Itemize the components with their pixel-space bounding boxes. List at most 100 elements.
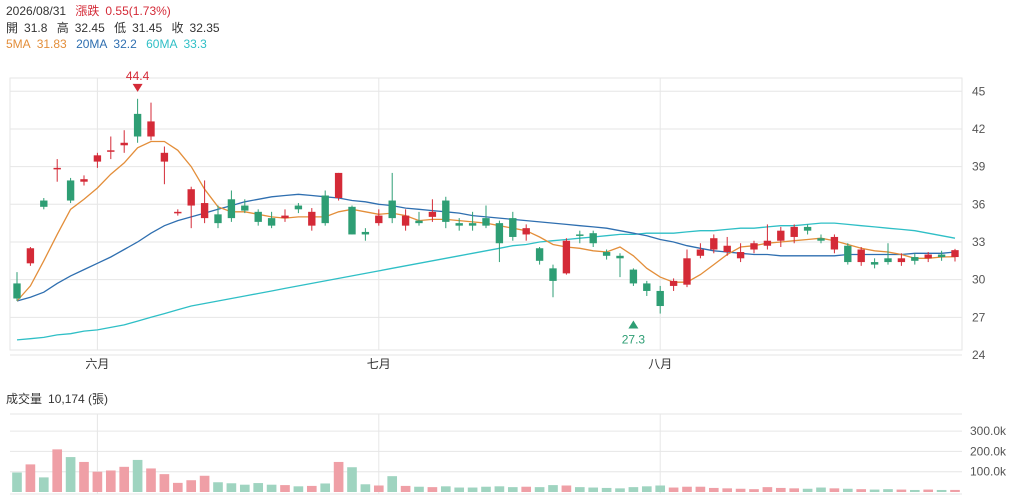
candle[interactable]: [643, 280, 651, 296]
volume-bar[interactable]: [213, 482, 223, 492]
volume-bar[interactable]: [347, 467, 357, 492]
candle[interactable]: [844, 243, 852, 265]
volume-bar[interactable]: [507, 487, 518, 492]
candle[interactable]: [241, 199, 249, 214]
candle[interactable]: [710, 234, 718, 254]
candle[interactable]: [294, 203, 303, 214]
candle[interactable]: [535, 247, 544, 265]
candle[interactable]: [200, 180, 209, 224]
volume-bar[interactable]: [936, 489, 947, 492]
candle[interactable]: [884, 243, 892, 265]
candle[interactable]: [817, 234, 825, 244]
candle[interactable]: [790, 224, 798, 244]
volume-bar[interactable]: [333, 461, 344, 492]
volume-bar[interactable]: [79, 461, 89, 492]
candle[interactable]: [696, 243, 705, 259]
volume-bar[interactable]: [119, 466, 130, 492]
candle[interactable]: [227, 190, 236, 222]
candle[interactable]: [897, 253, 906, 266]
candle[interactable]: [428, 199, 437, 222]
candle[interactable]: [160, 146, 169, 185]
volume-bar[interactable]: [467, 487, 478, 492]
volume-bar[interactable]: [239, 484, 250, 492]
candle[interactable]: [723, 236, 731, 256]
volume-bar[interactable]: [186, 480, 197, 492]
volume-bar[interactable]: [226, 483, 237, 492]
volume-bar[interactable]: [869, 489, 880, 492]
volume-bar[interactable]: [146, 468, 156, 492]
volume-bar[interactable]: [601, 487, 612, 492]
volume-bar[interactable]: [856, 489, 867, 492]
candle[interactable]: [803, 224, 812, 235]
candle[interactable]: [120, 130, 128, 153]
volume-bar[interactable]: [534, 487, 545, 492]
volume-bar[interactable]: [105, 470, 116, 492]
candle[interactable]: [375, 209, 383, 226]
volume-bar[interactable]: [25, 464, 36, 492]
candle[interactable]: [683, 249, 691, 288]
candle[interactable]: [616, 253, 624, 278]
volume-bar[interactable]: [802, 488, 813, 492]
volume-bar[interactable]: [816, 487, 826, 492]
candle[interactable]: [870, 258, 879, 269]
volume-bar[interactable]: [253, 483, 264, 492]
volume-bar[interactable]: [199, 475, 210, 492]
volume-bar[interactable]: [548, 485, 558, 492]
candle[interactable]: [66, 177, 75, 204]
volume-bar[interactable]: [628, 487, 639, 492]
candle[interactable]: [334, 172, 343, 201]
candle[interactable]: [80, 175, 88, 186]
candle[interactable]: [522, 224, 530, 241]
volume-bar[interactable]: [172, 482, 183, 492]
volume-bar[interactable]: [427, 487, 438, 492]
volume-bar[interactable]: [481, 486, 491, 492]
volume-bar[interactable]: [521, 486, 532, 492]
candle[interactable]: [750, 240, 758, 254]
volume-bar[interactable]: [641, 486, 652, 492]
candle[interactable]: [777, 226, 785, 247]
candle[interactable]: [736, 243, 745, 263]
volume-bar[interactable]: [52, 449, 63, 492]
candle[interactable]: [629, 268, 638, 286]
candle[interactable]: [13, 272, 21, 301]
volume-bar[interactable]: [293, 486, 304, 492]
candle[interactable]: [911, 253, 919, 265]
volume-bar[interactable]: [682, 486, 692, 492]
volume-bar[interactable]: [749, 489, 759, 492]
volume-bar[interactable]: [266, 484, 277, 492]
candle[interactable]: [187, 186, 195, 229]
volume-bar[interactable]: [38, 477, 49, 492]
candle[interactable]: [468, 211, 477, 231]
candle[interactable]: [281, 209, 289, 222]
volume-bar[interactable]: [668, 487, 679, 492]
volume-bar[interactable]: [159, 474, 170, 492]
candle[interactable]: [924, 252, 932, 263]
volume-bar[interactable]: [923, 489, 934, 492]
candle[interactable]: [602, 249, 611, 260]
candle[interactable]: [107, 136, 115, 160]
volume-bars[interactable]: [12, 449, 960, 492]
candle[interactable]: [669, 278, 678, 291]
volume-bar[interactable]: [360, 484, 371, 492]
volume-bar[interactable]: [789, 488, 800, 492]
candle[interactable]: [937, 250, 946, 261]
volume-bar[interactable]: [695, 486, 706, 492]
candle[interactable]: [482, 205, 490, 229]
volume-bar[interactable]: [400, 485, 411, 492]
candle[interactable]: [26, 247, 35, 266]
volume-bar[interactable]: [588, 487, 599, 492]
candle[interactable]: [549, 264, 557, 298]
candle[interactable]: [509, 211, 517, 241]
volume-bar[interactable]: [306, 485, 317, 492]
volume-bar[interactable]: [950, 489, 960, 492]
candle[interactable]: [857, 247, 865, 266]
candle[interactable]: [763, 224, 772, 250]
volume-bar[interactable]: [494, 486, 505, 492]
volume-bar[interactable]: [414, 486, 424, 492]
candle[interactable]: [442, 196, 450, 229]
candle[interactable]: [348, 205, 356, 235]
candle[interactable]: [321, 190, 329, 226]
volume-bar[interactable]: [615, 488, 625, 492]
candle[interactable]: [53, 159, 61, 182]
